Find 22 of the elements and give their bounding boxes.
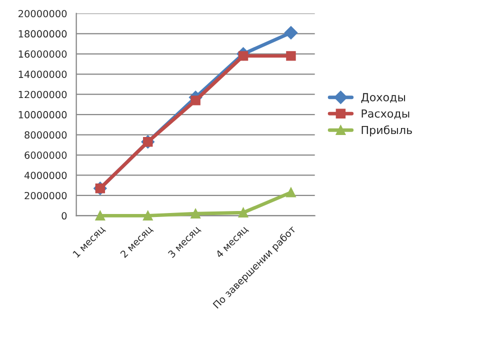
y-tick-label: 8000000 (24, 131, 67, 139)
point (284, 26, 298, 40)
point (190, 208, 200, 219)
legend-label: Прибыль (362, 125, 412, 136)
y-tick-label: 18000000 (18, 30, 67, 38)
point (286, 188, 296, 198)
y-tick-label: 14000000 (18, 70, 67, 78)
y-tick-label: 12000000 (18, 90, 67, 98)
point (95, 210, 106, 221)
legend-label: Расходы (362, 109, 410, 120)
point (286, 51, 296, 61)
point (190, 96, 200, 106)
y-tick-label: 4000000 (24, 172, 67, 180)
y-tick-label: 10000000 (18, 111, 67, 118)
y-tick-label: 6000000 (24, 152, 67, 159)
point (238, 208, 248, 218)
y-tick-label: 16000000 (18, 50, 67, 58)
legend-label: Доходы (361, 93, 406, 103)
point (143, 210, 153, 221)
y-tick-label: 0 (62, 212, 67, 220)
y-tick-label: 20000000 (18, 10, 67, 18)
y-tick-label: 2000000 (24, 192, 67, 200)
